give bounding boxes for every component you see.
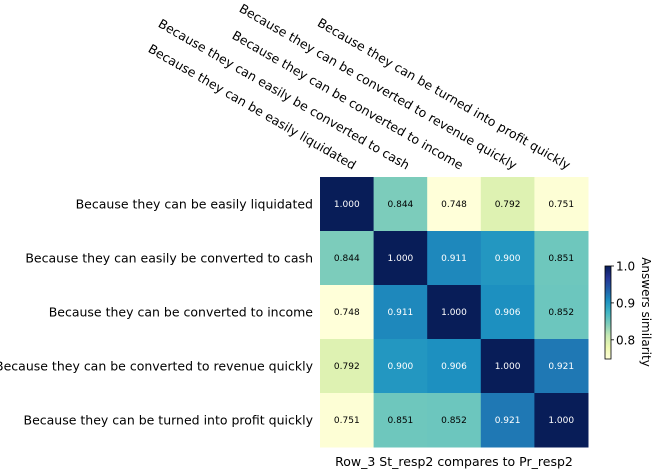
row-label: Because they can be converted to income — [49, 305, 314, 320]
colorbar: 0.8 0.9 1.0 Answers similarity — [604, 257, 653, 367]
heatmap-cell — [534, 339, 589, 394]
cell-value-label: 0.852 — [441, 416, 467, 426]
heatmap-cell — [320, 177, 375, 232]
row-label: Because they can be turned into profit q… — [24, 413, 314, 428]
column-labels: Because they can be easily liquidatedBec… — [146, 1, 574, 173]
column-label: Because they can be converted to income — [230, 27, 467, 172]
cell-value-label: 1.000 — [334, 200, 360, 210]
colorbar-ticks: 0.8 0.9 1.0 — [611, 260, 635, 347]
heatmap-cell — [534, 231, 589, 286]
heatmap-cell — [320, 393, 375, 448]
heatmap-cell — [480, 231, 535, 286]
cell-value-label: 0.900 — [388, 362, 414, 372]
cell-value-label: 1.000 — [495, 362, 521, 372]
heatmap-cell — [373, 231, 428, 286]
heatmap-cell — [373, 177, 428, 232]
cell-value-label: 0.851 — [548, 254, 574, 264]
cell-value-label: 0.911 — [388, 308, 414, 318]
heatmap-cell — [427, 177, 482, 232]
heatmap-cells: 1.000 0.844 0.748 0.792 0.751 0.844 1.000 0.911… — [320, 177, 589, 448]
heatmap-cell — [373, 339, 428, 394]
colorbar-tick-label: 0.8 — [616, 333, 635, 347]
cell-value-label: 0.751 — [548, 200, 574, 210]
colorbar-gradient — [605, 266, 611, 359]
heatmap-cell — [427, 285, 482, 340]
heatmap-cell — [427, 231, 482, 286]
row-labels: Because they can be easily liquidated Bec… — [0, 197, 314, 428]
cell-value-label: 0.844 — [388, 200, 414, 210]
cell-value-label: 0.911 — [441, 254, 467, 264]
heatmap-cell — [534, 285, 589, 340]
cell-value-label: 0.851 — [388, 416, 414, 426]
row-label: Because they can easily be converted to … — [25, 251, 313, 266]
heatmap-cell — [534, 177, 589, 232]
row-label: Because they can be converted to revenue… — [0, 359, 314, 374]
colorbar-tick-label: 1.0 — [616, 260, 635, 274]
cell-value-label: 0.900 — [495, 254, 521, 264]
cell-value-label: 0.852 — [548, 308, 574, 318]
cell-value-label: 1.000 — [388, 254, 414, 264]
heatmap-cell — [320, 285, 375, 340]
colorbar-tick-label: 0.9 — [616, 296, 635, 310]
cell-value-label: 0.921 — [495, 416, 521, 426]
cell-value-label: 0.748 — [441, 200, 467, 210]
cell-value-label: 1.000 — [441, 308, 467, 318]
cell-value-label: 0.792 — [334, 362, 360, 372]
heatmap-cell — [320, 231, 375, 286]
cell-value-label: 0.906 — [441, 362, 467, 372]
cell-value-label: 1.000 — [548, 416, 574, 426]
heatmap-cell — [534, 393, 589, 448]
colorbar-outline — [604, 265, 612, 360]
heatmap-cell — [427, 339, 482, 394]
cell-value-label: 0.906 — [495, 308, 521, 318]
cell-value-label: 0.844 — [334, 254, 360, 264]
heatmap-cell — [480, 177, 535, 232]
row-label: Because they can be easily liquidated — [76, 197, 313, 212]
heatmap-cell — [373, 393, 428, 448]
cell-value-label: 0.751 — [334, 416, 360, 426]
heatmap-cell — [480, 393, 535, 448]
heatmap-cell — [480, 285, 535, 340]
heatmap-cell — [480, 339, 535, 394]
cell-value-label: 0.921 — [548, 362, 574, 372]
cell-value-label: 0.792 — [495, 200, 521, 210]
heatmap-cell — [320, 339, 375, 394]
heatmap-cell — [427, 393, 482, 448]
cell-value-label: 0.748 — [334, 308, 360, 318]
x-axis-label: Row_3 St_resp2 compares to Pr_resp2 — [335, 454, 573, 469]
heatmap-cell — [373, 285, 428, 340]
colorbar-label: Answers similarity — [639, 257, 653, 367]
